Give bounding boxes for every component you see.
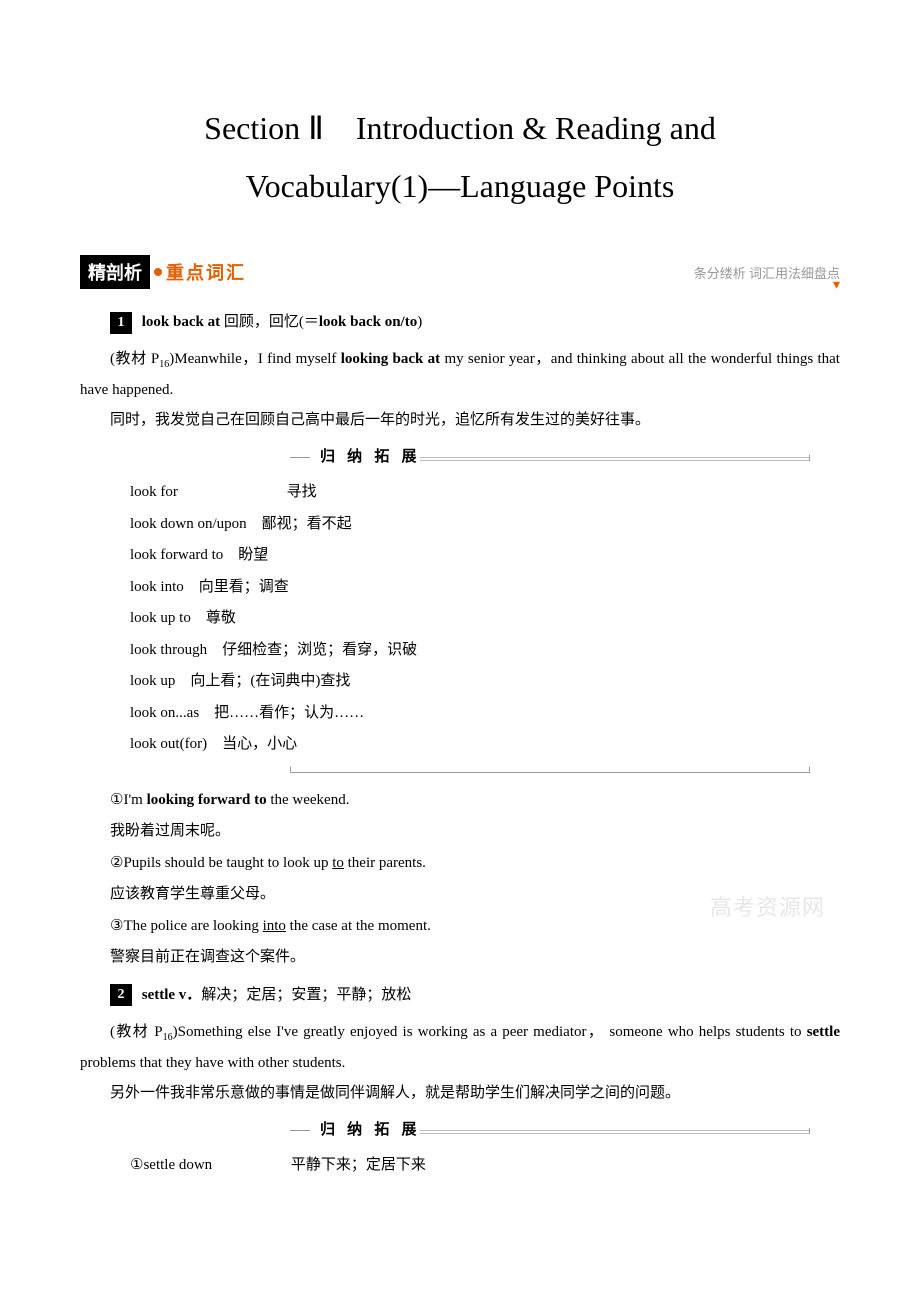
- page-title-line1: Section Ⅱ Introduction & Reading and: [204, 110, 716, 146]
- src-text-2: problems that they have with other stude…: [80, 1055, 345, 1071]
- src-bold: looking back at: [341, 351, 440, 367]
- src-text-1: )Something else I've greatly enjoyed is …: [173, 1024, 807, 1040]
- expand-header: 归 纳 拓 展: [130, 445, 810, 469]
- src-prefix: (教材 P: [110, 351, 159, 367]
- example-line: ①I'm looking forward to the weekend.: [80, 785, 840, 817]
- expand-row: look into 向里看；调查: [130, 572, 810, 604]
- expand-list: ①settle down 平静下来；定居下来: [130, 1150, 810, 1182]
- expand-row: look out(for) 当心，小心: [130, 729, 810, 761]
- example-line: 我盼着过周末呢。: [80, 816, 840, 848]
- section-header: 精剖析 重点词汇 条分缕析 词汇用法细盘点 ▾: [80, 255, 840, 289]
- expand-title: 归 纳 拓 展: [320, 445, 421, 466]
- expand-row: look on...as 把……看作；认为……: [130, 698, 810, 730]
- examples-block-1: ①I'm looking forward to the weekend.我盼着过…: [80, 785, 840, 974]
- expand-row: look forward to 盼望: [130, 540, 810, 572]
- entry-2-phrase: settle v．: [142, 987, 202, 1003]
- expand-row: look for 寻找: [130, 477, 810, 509]
- arrow-down-icon: ▾: [833, 277, 840, 294]
- src-bold: settle: [807, 1024, 840, 1040]
- src-prefix: (教材 P: [110, 1024, 163, 1040]
- src-page: 16: [159, 359, 169, 370]
- example-line: ②Pupils should be taught to look up to t…: [80, 848, 840, 880]
- watermark: 高考资源网: [710, 890, 825, 922]
- expand-list: look for 寻找look down on/upon 鄙视；看不起look …: [130, 477, 810, 761]
- expand-row: look up 向上看；(在词典中)查找: [130, 666, 810, 698]
- expand-title: 归 纳 拓 展: [320, 1118, 421, 1139]
- example-line: 警察目前正在调查这个案件。: [80, 942, 840, 974]
- expand-footer: [130, 761, 810, 775]
- entry-1-synonym: look back on/to: [319, 314, 417, 330]
- entry-1-translation: 同时，我发觉自己在回顾自己高中最后一年的时光，追忆所有发生过的美好往事。: [80, 405, 840, 435]
- expand-box-2: 归 纳 拓 展 ①settle down 平静下来；定居下来: [130, 1118, 810, 1182]
- header-orange-label: 重点词汇: [166, 259, 246, 285]
- entry-1-heading: 1 look back at 回顾，回忆(＝look back on/to): [110, 309, 840, 336]
- entry-number-box: 1: [110, 312, 132, 334]
- entry-1-source: (教材 P16)Meanwhile，I find myself looking …: [80, 344, 840, 405]
- header-dot-icon: [154, 268, 162, 276]
- entry-2-source: (教材 P16)Something else I've greatly enjo…: [80, 1017, 840, 1078]
- entry-number-box: 2: [110, 984, 132, 1006]
- entry-1-phrase: look back at: [142, 314, 220, 330]
- entry-1-meaning: 回顾，回忆(＝: [220, 314, 319, 330]
- expand-header: 归 纳 拓 展: [130, 1118, 810, 1142]
- expand-row: look through 仔细检查；浏览；看穿，识破: [130, 635, 810, 667]
- expand-row: look down on/upon 鄙视；看不起: [130, 509, 810, 541]
- src-text-1: )Meanwhile，I find myself: [169, 351, 340, 367]
- entry-2-heading: 2 settle v．解决；定居；安置；平静；放松: [110, 982, 840, 1009]
- expand-row: ①settle down 平静下来；定居下来: [130, 1150, 810, 1182]
- src-page: 16: [163, 1032, 173, 1043]
- entry-2-meaning: 解决；定居；安置；平静；放松: [201, 987, 411, 1003]
- entry-1-end: ): [417, 314, 422, 330]
- expand-row: look up to 尊敬: [130, 603, 810, 635]
- page-title-line2: Vocabulary(1)—Language Points: [246, 168, 675, 204]
- header-subtitle: 条分缕析 词汇用法细盘点: [694, 263, 840, 282]
- header-black-label: 精剖析: [80, 255, 150, 289]
- entry-2-translation: 另外一件我非常乐意做的事情是做同伴调解人，就是帮助学生们解决同学之间的问题。: [80, 1078, 840, 1108]
- expand-box-1: 归 纳 拓 展 look for 寻找look down on/upon 鄙视；…: [130, 445, 810, 775]
